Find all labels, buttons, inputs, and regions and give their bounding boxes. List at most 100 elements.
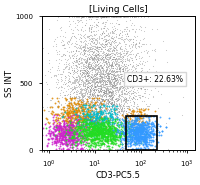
Point (130, 119, 133, 122)
Point (110, 130, 113, 133)
Point (116, 138, 119, 141)
Point (139, 125, 142, 128)
Point (118, 58, 121, 61)
Point (97, 58, 100, 61)
Point (85, 102, 88, 105)
Point (109, 80, 112, 83)
Point (147, 118, 150, 121)
Point (114, 142, 117, 144)
Point (132, 90, 135, 92)
Point (106, 120, 109, 122)
Point (118, 85, 121, 88)
Point (84, 84, 87, 87)
Point (90, 134, 93, 137)
Point (56, 67, 59, 70)
Point (99, 110, 102, 113)
Point (108, 91, 112, 94)
Point (91, 57, 94, 60)
Point (118, 68, 121, 70)
Point (137, 110, 140, 113)
Point (61, 142, 64, 144)
Point (76, 135, 79, 138)
Point (113, 122, 116, 125)
Point (125, 100, 128, 103)
Point (93, 113, 96, 116)
Point (126, 34, 129, 37)
Point (132, 121, 135, 124)
Point (105, 117, 108, 120)
Point (127, 148, 130, 151)
Point (100, 90, 103, 93)
Point (137, 121, 140, 124)
Point (80, 105, 83, 108)
Point (110, 22, 113, 25)
Point (101, 131, 104, 134)
Point (128, 115, 131, 117)
Point (110, 128, 113, 131)
Point (88, 96, 91, 99)
Point (73, 134, 76, 137)
Point (64, 132, 67, 134)
Point (113, 47, 116, 50)
Point (119, 108, 123, 111)
Point (94, 85, 97, 88)
Point (101, 55, 104, 58)
Point (70, 124, 73, 127)
Point (69, 143, 72, 146)
Point (52, 39, 56, 42)
Point (97, 116, 100, 119)
Point (98, 55, 101, 58)
Point (80, 109, 83, 112)
Point (74, 84, 77, 87)
Point (103, 32, 106, 35)
Point (75, 144, 78, 147)
Point (150, 122, 153, 125)
Point (129, 131, 133, 134)
Point (106, 34, 109, 37)
Point (114, 77, 117, 80)
Point (88, 62, 91, 65)
Point (147, 138, 150, 141)
Point (89, 115, 92, 118)
Point (96, 137, 99, 140)
Point (87, 79, 90, 82)
Point (70, 49, 73, 52)
Point (86, 134, 89, 137)
Point (80, 74, 83, 77)
Point (87, 129, 91, 132)
Point (136, 142, 139, 144)
Point (97, 137, 100, 139)
Point (105, 29, 108, 32)
Point (99, 15, 103, 18)
Point (95, 93, 98, 96)
Point (108, 127, 112, 130)
Point (71, 82, 75, 85)
Point (139, 60, 142, 63)
Point (106, 120, 109, 123)
Point (88, 118, 92, 121)
Point (65, 63, 68, 66)
Point (117, 120, 120, 123)
Point (93, 110, 96, 112)
Point (72, 107, 75, 110)
Point (89, 23, 92, 26)
Point (122, 105, 126, 108)
Point (124, 83, 128, 86)
Point (94, 96, 97, 99)
Point (94, 117, 97, 120)
Point (73, 100, 76, 103)
Point (120, 133, 123, 136)
Point (105, 41, 109, 44)
Point (117, 63, 120, 66)
Point (68, 121, 72, 124)
Point (72, 72, 75, 75)
Point (77, 127, 80, 130)
Point (99, 141, 102, 144)
Point (121, 112, 124, 115)
Point (122, 148, 125, 151)
Point (81, 83, 85, 85)
Point (103, 126, 107, 129)
Point (91, 125, 94, 128)
Point (93, 87, 97, 90)
Point (76, 142, 79, 144)
